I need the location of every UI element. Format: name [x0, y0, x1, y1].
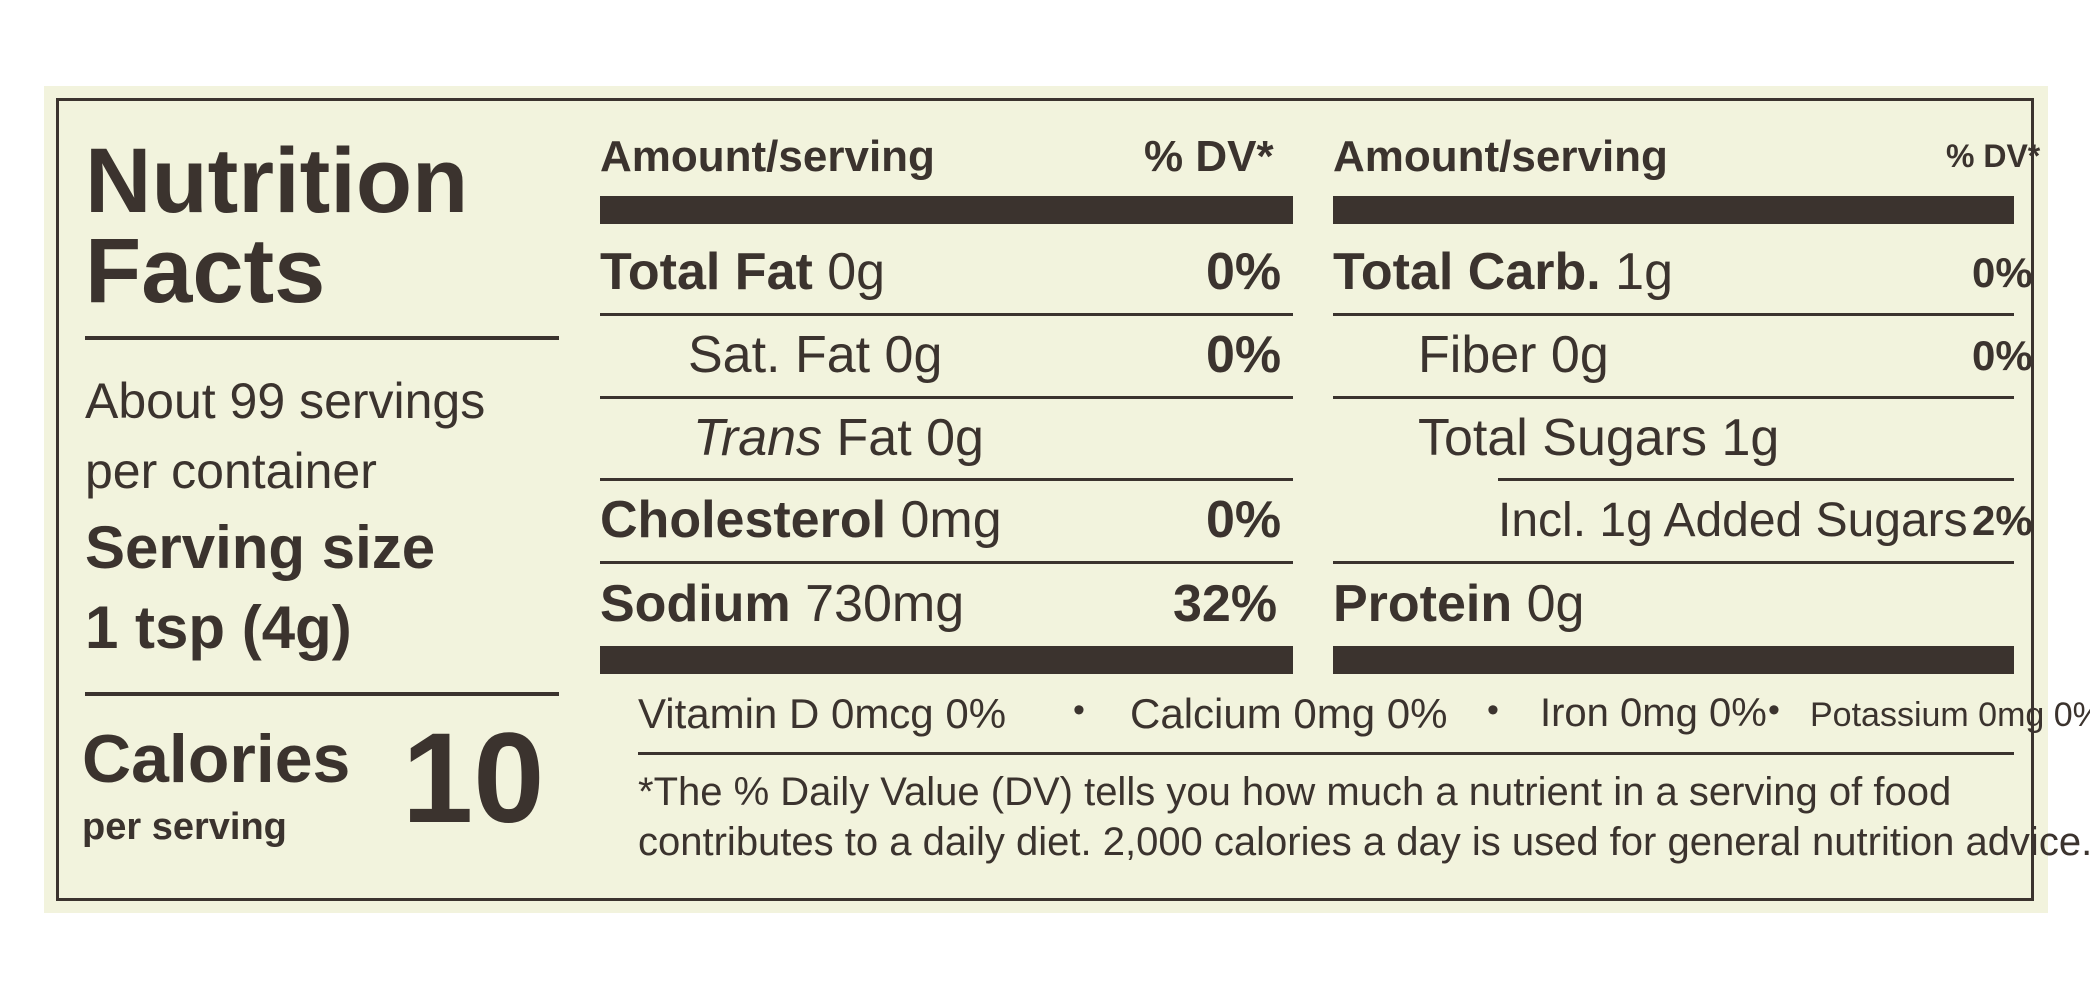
serving-size-value: 1 tsp (4g) [85, 594, 352, 661]
row-trans-fat: Trans Fat 0g [693, 412, 984, 464]
cholesterol-dv: 0% [1206, 491, 1282, 549]
total-carb-amount: 1g [1600, 243, 1674, 301]
right-divider-1 [1333, 313, 2014, 316]
total-fat-dv: 0% [1206, 243, 1282, 301]
calories-value: 10 [402, 707, 545, 850]
total-sugars-label: Total Sugars 1g [1418, 409, 1780, 467]
fiber-label: Fiber 0g [1418, 326, 1609, 384]
row-total-fat: Total Fat 0g [600, 246, 885, 298]
sat-fat-dv: 0% [1206, 326, 1282, 384]
middle-thick-bar-top [600, 196, 1293, 224]
iron: Iron 0mg 0% [1540, 691, 1767, 735]
vitamin-separator-1: • [1073, 691, 1085, 729]
servings-per-container-line2: per container [85, 443, 377, 499]
vitamin-separator-3: • [1768, 691, 1780, 729]
vitamins-divider [638, 752, 2014, 755]
protein-amount: 0g [1512, 575, 1585, 633]
sat-fat-label: Sat. Fat 0g [688, 326, 943, 384]
total-fat-label: Total Fat [600, 243, 813, 301]
total-carb-dv: 0% [1972, 249, 2033, 296]
calcium: Calcium 0mg 0% [1130, 690, 1448, 737]
right-thick-bar-top [1333, 196, 2014, 224]
added-sugars-label: Incl. 1g Added Sugars [1498, 494, 1968, 547]
middle-thick-bar-bottom [600, 646, 1293, 674]
divider-serving [85, 692, 559, 696]
right-thick-bar-bottom [1333, 646, 2014, 674]
serving-size-label: Serving size [85, 514, 436, 581]
total-carb-label: Total Carb. [1333, 243, 1601, 301]
calories-per-serving: per serving [82, 806, 287, 848]
vitamin-separator-2: • [1487, 691, 1499, 729]
middle-divider-4 [600, 561, 1293, 564]
title-facts: Facts [85, 220, 326, 322]
trans-fat-rest: Fat 0g [822, 409, 984, 467]
right-header-dv: % DV* [1946, 138, 2041, 174]
potassium: Potassium 0mg 0% [1810, 696, 2090, 734]
total-fat-amount: 0g [812, 243, 886, 301]
trans-fat-italic: Trans [693, 409, 823, 467]
cholesterol-amount: 0mg [886, 491, 1002, 549]
row-protein: Protein 0g [1333, 578, 1584, 630]
sodium-label: Sodium [600, 575, 791, 633]
sodium-dv: 32% [1173, 575, 1278, 633]
right-divider-2 [1333, 396, 2014, 399]
right-divider-4 [1333, 561, 2014, 564]
row-cholesterol: Cholesterol 0mg [600, 494, 1002, 546]
servings-per-container-line1: About 99 servings [85, 373, 486, 429]
middle-divider-1 [600, 313, 1293, 316]
middle-divider-3 [600, 478, 1293, 481]
middle-header-amount: Amount/serving [600, 132, 935, 181]
middle-header-dv: % DV* [1144, 132, 1274, 181]
divider-title [85, 336, 559, 340]
row-sodium: Sodium 730mg [600, 578, 964, 630]
middle-divider-2 [600, 396, 1293, 399]
vitamin-d: Vitamin D 0mcg 0% [638, 690, 1007, 737]
added-sugars-dv: 2% [1972, 497, 2033, 544]
calories-label: Calories [82, 721, 351, 797]
right-divider-3 [1498, 478, 2014, 481]
title-nutrition: Nutrition [85, 130, 469, 232]
footnote-line1: *The % Daily Value (DV) tells you how mu… [638, 770, 1952, 814]
protein-label: Protein [1333, 575, 1513, 633]
fiber-dv: 0% [1972, 332, 2033, 379]
footnote-line2: contributes to a daily diet. 2,000 calor… [638, 820, 2090, 864]
label-border [56, 98, 2034, 901]
right-header-amount: Amount/serving [1333, 132, 1668, 181]
cholesterol-label: Cholesterol [600, 491, 887, 549]
row-total-carb: Total Carb. 1g [1333, 246, 1673, 298]
sodium-amount: 730mg [790, 575, 965, 633]
